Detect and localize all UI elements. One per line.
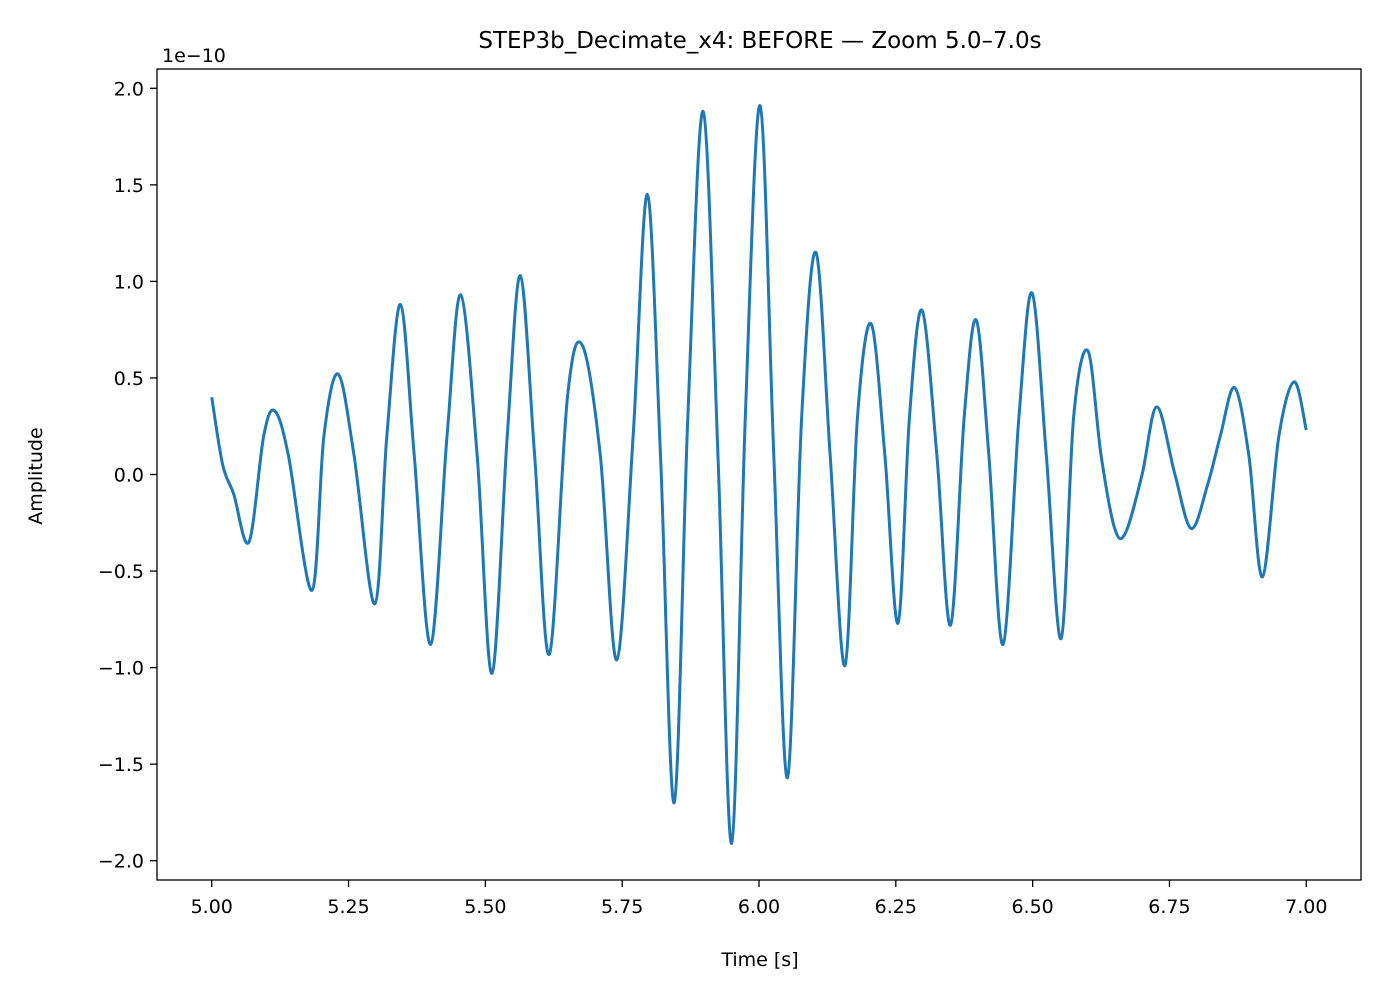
y-tick-label: 0.5: [114, 368, 144, 390]
y-tick-label: −2.0: [98, 851, 144, 873]
x-tick-label: 6.00: [738, 896, 780, 918]
y-tick-label: −1.5: [98, 754, 144, 776]
y-tick-label: −1.0: [98, 658, 144, 680]
axes-frame: [156, 68, 1362, 881]
x-tick-label: 5.00: [191, 896, 233, 918]
y-tick-label: −0.5: [98, 561, 144, 583]
y-tick-label: 1.0: [114, 271, 144, 293]
x-tick-label: 5.75: [601, 896, 643, 918]
y-axis-label: Amplitude: [25, 427, 47, 524]
x-axis-ticks: 5.00 5.25 5.50 5.75 6.00 6.25 6.50 6.75 7.00: [191, 880, 1327, 918]
x-tick-label: 7.00: [1285, 896, 1327, 918]
series-layer: [210, 104, 1308, 845]
x-tick-label: 5.50: [464, 896, 506, 918]
y-tick-label: 0.0: [114, 465, 144, 487]
x-tick-label: 6.25: [875, 896, 917, 918]
x-axis-label: Time [s]: [720, 949, 798, 971]
y-tick-label: 2.0: [114, 78, 144, 100]
series-line-0: [210, 104, 1308, 845]
x-tick-label: 6.50: [1011, 896, 1053, 918]
plot-area: 5.00 5.25 5.50 5.75 6.00 6.25 6.50 6.75 7.00 −2.…: [98, 68, 1362, 918]
chart-title: STEP3b_Decimate_x4: BEFORE — Zoom 5.0–7.…: [478, 28, 1041, 54]
y-offset-label: 1e−10: [162, 45, 226, 67]
x-tick-label: 5.25: [327, 896, 369, 918]
y-axis-ticks: −2.0 −1.5 −1.0 −0.5 0.0 0.5 1.0 1.5 2.0: [98, 78, 157, 873]
x-tick-label: 6.75: [1148, 896, 1190, 918]
y-tick-label: 1.5: [114, 175, 144, 197]
